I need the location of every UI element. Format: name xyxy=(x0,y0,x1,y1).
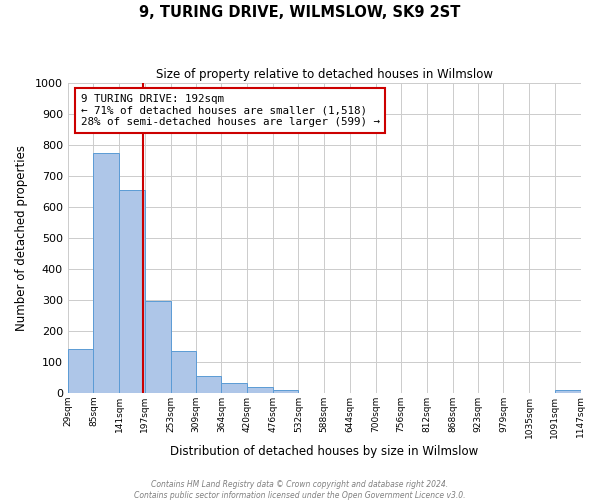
Bar xyxy=(94,152,119,392)
Bar xyxy=(170,351,196,393)
X-axis label: Distribution of detached houses by size in Wilmslow: Distribution of detached houses by size … xyxy=(170,444,478,458)
Text: 9, TURING DRIVE, WILMSLOW, SK9 2ST: 9, TURING DRIVE, WILMSLOW, SK9 2ST xyxy=(139,5,461,20)
Bar xyxy=(119,190,145,392)
Y-axis label: Number of detached properties: Number of detached properties xyxy=(15,145,28,331)
Bar xyxy=(145,302,170,392)
Bar xyxy=(68,350,94,393)
Title: Size of property relative to detached houses in Wilmslow: Size of property relative to detached ho… xyxy=(155,68,493,80)
Bar xyxy=(273,390,298,392)
Bar xyxy=(221,382,247,392)
Bar xyxy=(247,387,273,392)
Text: 9 TURING DRIVE: 192sqm
← 71% of detached houses are smaller (1,518)
28% of semi-: 9 TURING DRIVE: 192sqm ← 71% of detached… xyxy=(80,94,380,127)
Text: Contains HM Land Registry data © Crown copyright and database right 2024.
Contai: Contains HM Land Registry data © Crown c… xyxy=(134,480,466,500)
Bar xyxy=(196,376,221,392)
Bar xyxy=(555,390,581,392)
